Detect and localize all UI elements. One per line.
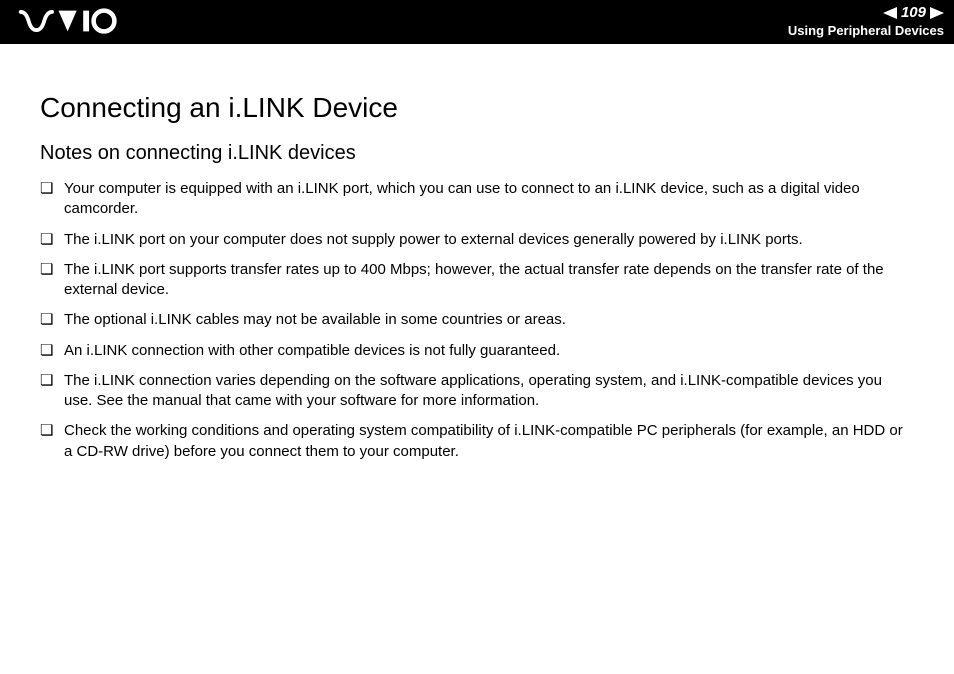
list-item: ❏ The i.LINK connection varies depending… (40, 371, 914, 412)
page-content: Connecting an i.LINK Device Notes on con… (0, 44, 954, 462)
list-item-text: The i.LINK port supports transfer rates … (64, 260, 914, 301)
bullet-icon: ❏ (40, 310, 64, 330)
bullet-icon: ❏ (40, 371, 64, 391)
page-header: 109 Using Peripheral Devices (0, 0, 954, 44)
list-item: ❏ Check the working conditions and opera… (40, 421, 914, 462)
bullet-icon: ❏ (40, 179, 64, 199)
bullet-icon: ❏ (40, 421, 64, 441)
header-right: 109 Using Peripheral Devices (788, 4, 944, 38)
bullet-icon: ❏ (40, 260, 64, 280)
vaio-logo (18, 8, 138, 34)
section-label: Using Peripheral Devices (788, 23, 944, 38)
list-item: ❏ The i.LINK port supports transfer rate… (40, 260, 914, 301)
list-item: ❏ The i.LINK port on your computer does … (40, 230, 914, 250)
list-item-text: The i.LINK port on your computer does no… (64, 230, 914, 250)
list-item-text: Check the working conditions and operati… (64, 421, 914, 462)
list-item: ❏ The optional i.LINK cables may not be … (40, 310, 914, 330)
list-item: ❏ Your computer is equipped with an i.LI… (40, 179, 914, 220)
page-number: 109 (901, 4, 926, 21)
page-title: Connecting an i.LINK Device (40, 92, 914, 124)
list-item-text: The i.LINK connection varies depending o… (64, 371, 914, 412)
bullet-icon: ❏ (40, 230, 64, 250)
notes-list: ❏ Your computer is equipped with an i.LI… (40, 179, 914, 462)
list-item-text: The optional i.LINK cables may not be av… (64, 310, 914, 330)
list-item: ❏ An i.LINK connection with other compat… (40, 341, 914, 361)
page-nav: 109 (788, 4, 944, 21)
bullet-icon: ❏ (40, 341, 64, 361)
next-page-icon[interactable] (930, 7, 944, 19)
page-subtitle: Notes on connecting i.LINK devices (40, 142, 914, 165)
list-item-text: An i.LINK connection with other compatib… (64, 341, 914, 361)
prev-page-icon[interactable] (883, 7, 897, 19)
list-item-text: Your computer is equipped with an i.LINK… (64, 179, 914, 220)
